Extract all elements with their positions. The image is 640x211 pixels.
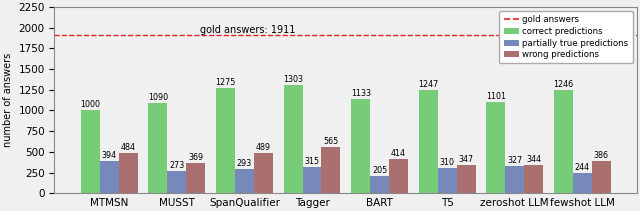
Text: 394: 394 — [102, 151, 117, 160]
Bar — [216, 88, 235, 193]
Bar — [100, 161, 119, 193]
Bar — [303, 167, 321, 193]
Text: 273: 273 — [169, 161, 184, 170]
Bar — [119, 153, 138, 193]
Text: 1275: 1275 — [215, 78, 236, 87]
Bar — [389, 159, 408, 193]
Text: 1090: 1090 — [148, 93, 168, 102]
Text: 1101: 1101 — [486, 92, 506, 101]
Text: 315: 315 — [305, 157, 319, 166]
Bar — [457, 165, 476, 193]
Bar — [592, 161, 611, 193]
Legend: gold answers, correct predictions, partially true predictions, wrong predictions: gold answers, correct predictions, parti… — [499, 11, 633, 64]
Text: 1133: 1133 — [351, 89, 371, 98]
Bar — [81, 110, 100, 193]
Text: 369: 369 — [188, 153, 204, 162]
Text: 484: 484 — [121, 143, 136, 152]
Text: 1303: 1303 — [283, 75, 303, 84]
Bar — [419, 90, 438, 193]
Text: 244: 244 — [575, 163, 590, 172]
Text: 310: 310 — [440, 158, 454, 167]
Bar — [284, 85, 303, 193]
Bar — [254, 153, 273, 193]
Bar — [486, 102, 506, 193]
Bar — [351, 99, 370, 193]
Text: 347: 347 — [458, 155, 474, 164]
Bar — [438, 168, 457, 193]
Text: 1000: 1000 — [81, 100, 100, 110]
Text: 489: 489 — [256, 143, 271, 152]
Bar — [524, 165, 543, 193]
Bar — [573, 173, 592, 193]
Text: 386: 386 — [594, 151, 609, 160]
Text: 414: 414 — [391, 149, 406, 158]
Text: 1247: 1247 — [418, 80, 438, 89]
Bar — [554, 90, 573, 193]
Bar — [506, 166, 524, 193]
Text: 205: 205 — [372, 166, 387, 175]
Text: 565: 565 — [323, 137, 339, 146]
Bar — [186, 163, 205, 193]
Bar — [321, 146, 340, 193]
Text: gold answers: 1911: gold answers: 1911 — [200, 25, 296, 35]
Text: 327: 327 — [507, 156, 522, 165]
Text: 1246: 1246 — [554, 80, 573, 89]
Y-axis label: number of answers: number of answers — [3, 53, 13, 147]
Bar — [168, 171, 186, 193]
Text: 293: 293 — [237, 159, 252, 168]
Bar — [235, 169, 254, 193]
Bar — [370, 176, 389, 193]
Text: 344: 344 — [526, 155, 541, 164]
Bar — [148, 103, 168, 193]
